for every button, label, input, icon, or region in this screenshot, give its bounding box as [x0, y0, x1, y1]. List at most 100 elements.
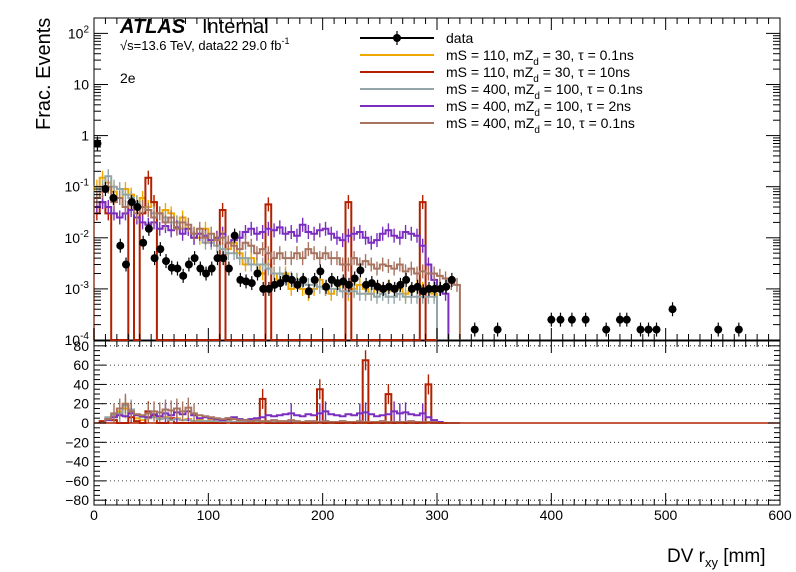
ratio-y-tick-label: 20: [73, 396, 89, 412]
legend-label-main: mS = 400, mZ: [446, 81, 535, 97]
x-tick-label: 600: [768, 507, 792, 523]
y-tick-base: 10: [68, 25, 84, 41]
legend-label-main: mS = 110, mZ: [446, 47, 534, 63]
data-point: [390, 284, 399, 293]
data-point: [127, 198, 136, 207]
legend-label-rest: = 100, τ = 2ns: [540, 98, 631, 114]
ratio-y-tick-label: 40: [73, 376, 89, 392]
legend-entry-2: mS = 110, mZd = 30, τ = 10ns: [360, 64, 630, 85]
y-tick-label: 10-3: [65, 280, 90, 297]
data-point: [162, 257, 171, 266]
x-tick-label: 400: [540, 507, 564, 523]
y-tick-label: 10-2: [65, 229, 90, 246]
legend-entry-0: data: [360, 30, 473, 46]
legend-label-main: mS = 110, mZ: [446, 64, 534, 80]
data-point: [567, 315, 576, 324]
data-point: [402, 275, 411, 284]
data-point: [144, 224, 153, 233]
data-point: [615, 315, 624, 324]
data-point: [304, 287, 313, 296]
data-point: [196, 264, 205, 273]
data-point: [276, 279, 285, 288]
series-4: [93, 179, 461, 340]
data-point: [652, 325, 661, 334]
data-point: [122, 260, 131, 269]
data-point: [109, 194, 118, 203]
data-point: [264, 284, 273, 293]
x-axis-label-main: DV r: [667, 546, 706, 567]
data-point: [556, 315, 565, 324]
legend-label: mS = 400, mZd = 100, τ = 0.1ns: [446, 81, 643, 102]
y-tick-exp: -3: [80, 280, 89, 291]
y-tick-label: 10-1: [65, 178, 90, 195]
data-point: [224, 264, 233, 273]
data-point: [644, 325, 653, 334]
channel-label: 2e: [120, 70, 136, 86]
data-point: [299, 275, 308, 284]
ratio-series-2: [104, 395, 460, 424]
legend-label: mS = 400, mZd = 100, τ = 2ns: [446, 98, 631, 119]
data-point: [139, 238, 148, 247]
legend-label-sub: d: [534, 91, 540, 102]
y-tick-exp: 2: [83, 24, 89, 35]
legend-label-sub: d: [533, 74, 539, 85]
data-point: [493, 325, 502, 334]
y-axis-label: Frac. Events: [33, 18, 55, 130]
data-point: [253, 269, 262, 278]
data-point: [287, 275, 296, 284]
data-point: [173, 264, 182, 273]
energy-label: √s=13.6 TeV, data22 29.0 fb-1: [120, 36, 289, 53]
y-tick-exp: -4: [80, 331, 89, 342]
data-point: [636, 325, 645, 334]
data-point: [179, 271, 188, 280]
data-point: [350, 274, 359, 283]
data-point: [310, 275, 319, 284]
ratio-y-tick-label: 80: [73, 338, 89, 354]
series-line: [93, 201, 450, 340]
legend-label-rest: = 100, τ = 0.1ns: [540, 81, 643, 97]
ratio-series-4: [104, 393, 449, 424]
ratio-y-tick-label: −60: [65, 473, 89, 489]
ratio-y-tick-label: −20: [65, 434, 89, 450]
y-tick-base: 10: [65, 281, 81, 297]
x-tick-label: 500: [654, 507, 678, 523]
data-point: [156, 245, 165, 254]
legend-label-rest: = 30, τ = 0.1ns: [539, 47, 634, 63]
data-point: [396, 280, 405, 289]
legend-label-rest: = 30, τ = 10ns: [539, 64, 630, 80]
legend-entry-1: mS = 110, mZd = 30, τ = 0.1ns: [360, 47, 634, 68]
data-point: [668, 305, 677, 314]
y-tick-base: 10: [65, 230, 81, 246]
legend-entry-4: mS = 400, mZd = 100, τ = 2ns: [360, 98, 631, 119]
data-point: [133, 203, 142, 212]
data-point: [207, 264, 216, 273]
data-point: [447, 275, 456, 284]
legend-label-main: mS = 400, mZ: [446, 115, 535, 131]
data-point: [430, 284, 439, 293]
data-point: [622, 315, 631, 324]
data-point: [581, 315, 590, 324]
y-tick-label: 10: [73, 76, 89, 92]
energy-sup: -1: [281, 36, 289, 46]
data-point: [322, 282, 331, 291]
data-point: [116, 241, 125, 250]
experiment-label: ATLAS: [119, 16, 186, 38]
data-point: [213, 254, 222, 263]
legend-label-main: mS = 400, mZ: [446, 98, 535, 114]
data-point: [413, 282, 422, 291]
ratio-series-layer: [94, 350, 780, 424]
legend-label: data: [446, 30, 473, 46]
top-series-layer: [93, 169, 461, 341]
ratio-y-tick-label: −80: [65, 492, 89, 508]
legend-label: mS = 110, mZd = 30, τ = 0.1ns: [446, 47, 634, 68]
y-tick-label: 102: [68, 24, 90, 41]
series-1: [93, 170, 437, 341]
data-point: [714, 325, 723, 334]
legend-marker: [393, 34, 401, 42]
data-point: [424, 284, 433, 293]
legend-label-rest: = 10, τ = 0.1ns: [540, 115, 635, 131]
data-point: [367, 279, 376, 288]
data-point: [470, 325, 479, 334]
legend-label-sub: d: [533, 57, 539, 68]
data-point: [734, 325, 743, 334]
